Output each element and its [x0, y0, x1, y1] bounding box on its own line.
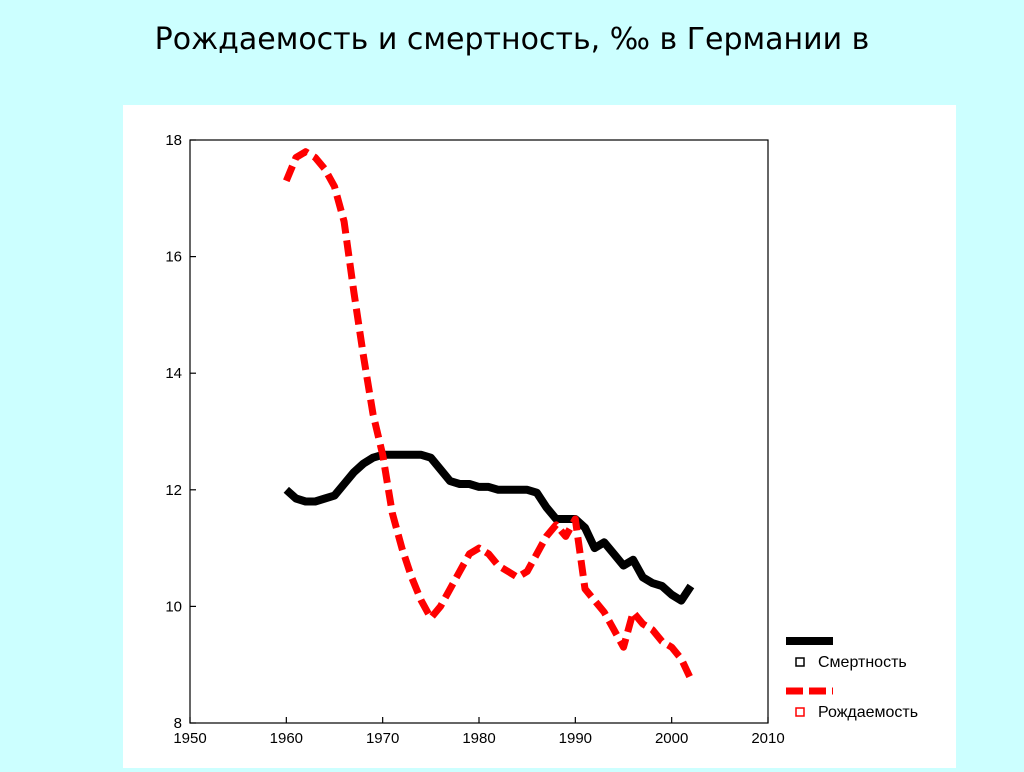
line-chart: 1950 1960 1970 1980 1990 2000 201081012141618 … [165, 132, 918, 747]
y-tick-label: 12 [165, 482, 182, 499]
legend-label-2: Рождаемость [818, 704, 918, 721]
x-tick-label: 1980 [462, 730, 495, 747]
chart-legend: Смертность Рождаемость [786, 637, 918, 721]
x-tick-label: 1970 [366, 730, 399, 747]
series-line-1 [283, 450, 695, 605]
y-tick-label: 18 [165, 132, 182, 149]
y-tick-label: 8 [174, 715, 182, 732]
y-tick-label: 10 [165, 598, 182, 615]
legend-label-1: Смертность [818, 654, 907, 671]
series-line-2 [283, 148, 695, 681]
x-tick-label: 1950 [173, 730, 206, 747]
x-tick-label: 2000 [655, 730, 688, 747]
plot-frame [189, 139, 769, 724]
x-tick-label: 2010 [751, 730, 784, 747]
x-tick-label: 1960 [270, 730, 303, 747]
legend-marker-2 [795, 707, 805, 717]
y-tick-label: 16 [165, 249, 182, 266]
chart-panel: 1950 1960 1970 1980 1990 2000 2010 8 10 12 14 16 18 … [123, 105, 956, 768]
chart-series [283, 148, 695, 681]
y-tick-label: 14 [165, 365, 182, 382]
legend-marker-1 [795, 657, 805, 667]
title-line-1: Рождаемость и смертность, ‰ в Германии в [154, 22, 870, 57]
x-tick-label: 1990 [559, 730, 592, 747]
chart-axes: 1950 1960 1970 1980 1990 2000 2010 8 10 12 14 16 18 [165, 132, 784, 747]
